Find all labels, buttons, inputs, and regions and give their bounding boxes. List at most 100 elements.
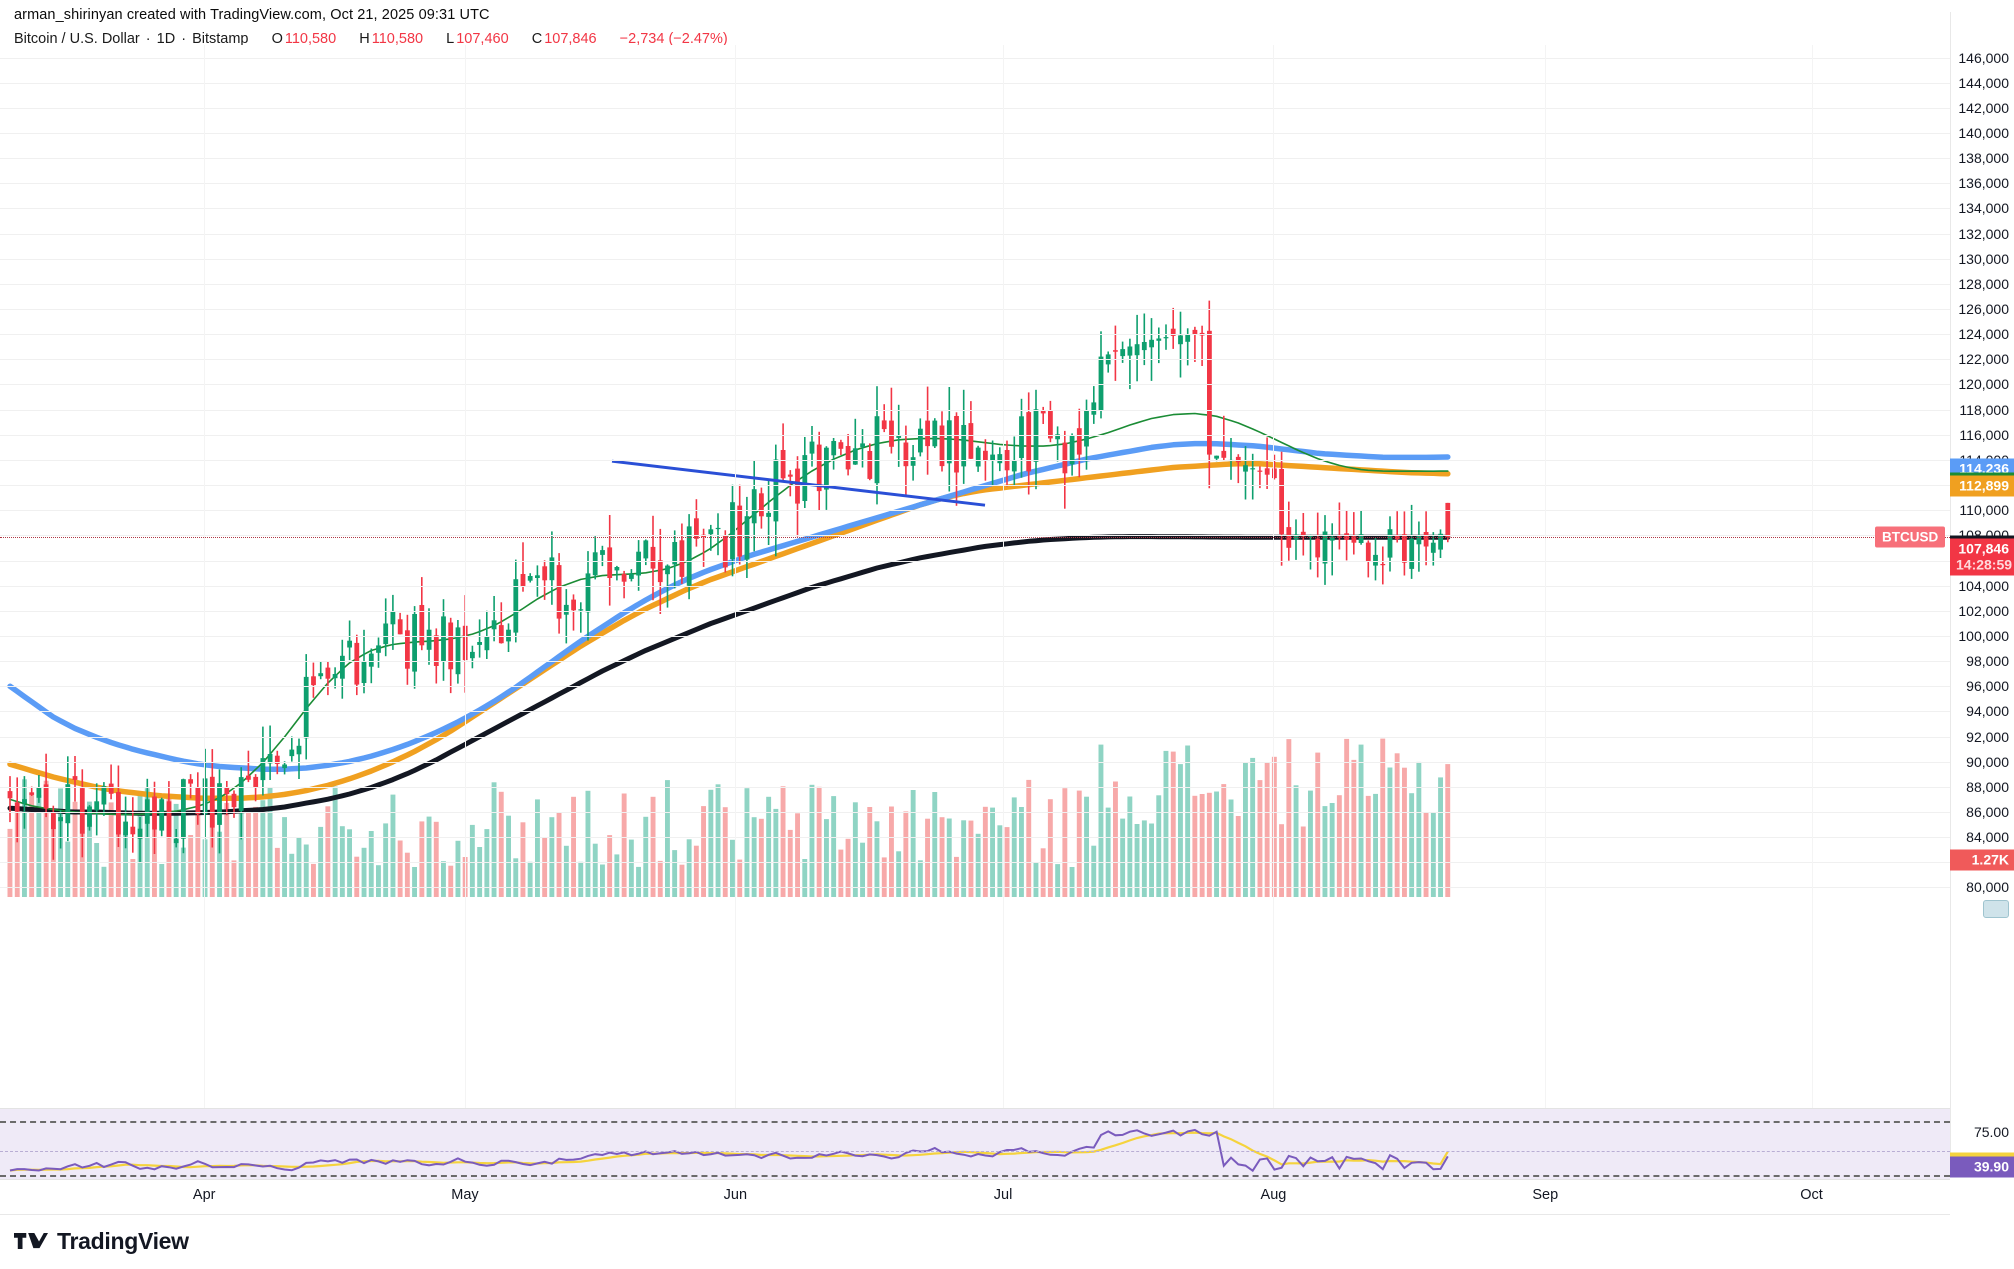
price-series-canvas xyxy=(7,300,1451,897)
gridline xyxy=(0,434,1950,436)
volume-bar xyxy=(455,840,461,897)
volume-bar xyxy=(787,829,793,897)
volume-bar xyxy=(1113,781,1118,897)
trendline[interactable] xyxy=(611,459,986,507)
price-tick-label: 116,000 xyxy=(1959,426,2009,443)
candle-body xyxy=(246,775,251,780)
time-tick-label: May xyxy=(451,1187,479,1203)
candle-body xyxy=(939,425,945,467)
candle-body xyxy=(636,551,641,576)
gridline xyxy=(0,711,1950,713)
volume-bar xyxy=(1156,795,1162,897)
candle-body xyxy=(1062,442,1068,474)
candle-body xyxy=(1394,535,1400,540)
volume-bar xyxy=(1192,795,1198,897)
volume-bar xyxy=(87,801,92,897)
candle-body xyxy=(1141,342,1147,351)
candle-body xyxy=(289,749,295,757)
volume-bar xyxy=(1279,824,1284,897)
candle-body xyxy=(1243,465,1248,472)
volume-bar xyxy=(1134,824,1140,897)
candle-body xyxy=(881,420,887,430)
candle-body xyxy=(816,444,822,492)
gridline xyxy=(0,233,1950,235)
candle-body xyxy=(29,792,35,795)
candle-body xyxy=(629,573,634,579)
gridline xyxy=(0,635,1950,637)
volume-bar xyxy=(1264,762,1270,897)
candle-body xyxy=(592,552,598,576)
gridline xyxy=(0,133,1950,134)
gridline xyxy=(0,786,1950,788)
candle-body xyxy=(607,547,613,578)
candle-body xyxy=(824,447,829,490)
candle-body xyxy=(527,576,533,581)
candle-body xyxy=(1178,335,1183,345)
time-axis[interactable]: Apr May Jun Jul Aug Sep Oct xyxy=(0,1181,1950,1215)
volume-bar xyxy=(744,788,750,897)
symbol-tag[interactable]: BTCUSD xyxy=(1875,526,1946,548)
candle-body xyxy=(455,627,461,675)
legend-interval[interactable]: 1D xyxy=(156,31,176,47)
candle-body xyxy=(1300,531,1306,537)
candle-body xyxy=(556,565,562,619)
candle-body xyxy=(1084,410,1089,447)
volume-bar xyxy=(419,821,425,897)
price-tick-label: 130,000 xyxy=(1958,250,2009,267)
volume-bar xyxy=(1170,751,1176,897)
gridline xyxy=(0,359,1950,361)
price-axis[interactable]: 146,000 144,000 142,000 140,000 138,000 136,0… xyxy=(1950,12,2014,1178)
legend-open-label: O xyxy=(271,31,283,47)
volume-bar xyxy=(1040,848,1046,897)
volume-bar xyxy=(578,861,584,897)
volume-bar xyxy=(1120,818,1126,897)
candle-body xyxy=(1438,533,1443,550)
volume-bar xyxy=(614,854,620,897)
candle-body xyxy=(303,676,309,739)
volume-bar xyxy=(1026,779,1032,897)
volume-bar xyxy=(881,857,887,897)
candle-body xyxy=(571,599,576,611)
legend-exchange[interactable]: Bitstamp xyxy=(192,31,249,47)
candle-body xyxy=(1163,337,1169,339)
volume-bar xyxy=(1286,739,1292,897)
gridline-vertical xyxy=(735,45,737,1108)
volume-bar xyxy=(1084,796,1089,897)
volume-bar xyxy=(65,841,71,897)
time-tick-label: Sep xyxy=(1532,1187,1559,1203)
volume-bar xyxy=(1365,795,1371,897)
candle-body xyxy=(918,428,923,453)
candle-body xyxy=(1192,329,1198,335)
volume-bar xyxy=(600,864,605,897)
volume-bar xyxy=(195,787,201,897)
rsi-upper-label: 75.00 xyxy=(1973,1124,2009,1140)
volume-bar xyxy=(527,861,533,897)
candle-body xyxy=(101,786,107,805)
candle-body xyxy=(1358,534,1364,543)
candle-body xyxy=(657,560,663,583)
volume-bar xyxy=(1033,862,1039,897)
volume-bar xyxy=(795,813,800,897)
volume-bar xyxy=(954,856,959,897)
candle-body xyxy=(1373,554,1378,566)
price-tick-label: 86,000 xyxy=(1966,803,2009,820)
time-tick-label: Apr xyxy=(192,1187,216,1203)
volume-bar xyxy=(946,818,952,897)
price-plot-area[interactable]: BTCUSD xyxy=(0,45,1950,1108)
oscillator-pane[interactable] xyxy=(0,1108,1950,1180)
price-tick-label: 102,000 xyxy=(1958,602,2009,619)
candle-body xyxy=(889,420,894,447)
candle-body xyxy=(737,505,743,557)
gridline-vertical xyxy=(204,45,206,1108)
candle-body xyxy=(1423,532,1429,547)
globe-icon[interactable] xyxy=(1983,900,2009,918)
volume-bar xyxy=(889,806,894,897)
volume-bar xyxy=(441,861,446,897)
volume-bar xyxy=(643,816,649,897)
legend-symbol[interactable]: Bitcoin / U.S. Dollar xyxy=(14,31,140,47)
volume-bar xyxy=(325,806,331,897)
tradingview-wordmark: TradingView xyxy=(57,1228,189,1254)
volume-bar xyxy=(860,842,865,897)
volume-bar xyxy=(1098,744,1104,897)
tradingview-branding: TradingView xyxy=(14,1228,189,1255)
